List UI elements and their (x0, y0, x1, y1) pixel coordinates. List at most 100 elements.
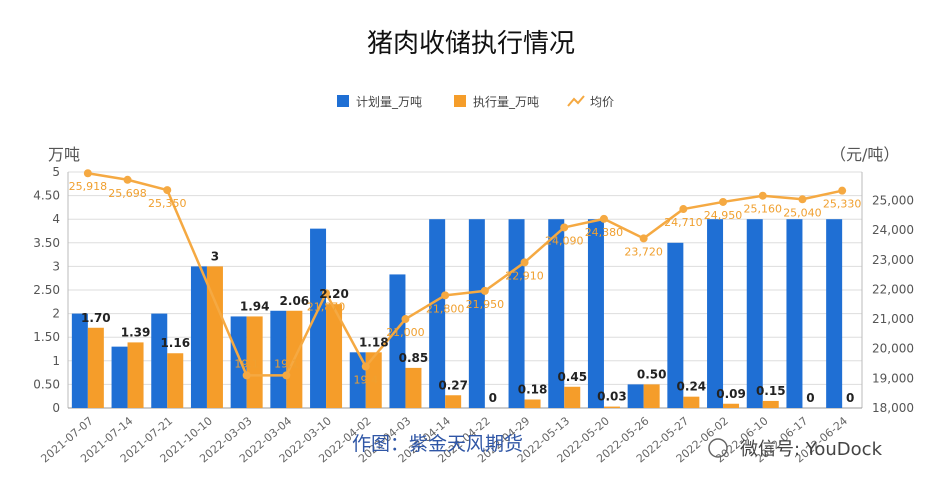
price-point (361, 362, 370, 371)
plan-bar (587, 219, 604, 408)
executed-value-label: 0 (806, 391, 814, 405)
plan-bar (548, 219, 565, 408)
price-line-segment (127, 178, 168, 192)
price-point (441, 291, 450, 300)
plan-bar (746, 219, 763, 408)
legend-label-price: 均价 (590, 95, 614, 109)
price-value-label: 25,330 (823, 198, 862, 211)
bar-labels: 1.70 1.39 1.16 3 1.94 2.06 2.20 1.18 0.85 0.27 0 0.… (81, 249, 854, 405)
plan-bar (349, 352, 366, 408)
watermark-wechat: 微信号: YouDock (708, 438, 883, 460)
price-point (798, 195, 807, 204)
plan-bar (190, 266, 207, 408)
executed-bar (326, 304, 343, 408)
price-line-segment (523, 226, 566, 264)
price-value-label: 21,950 (466, 298, 505, 311)
price-line-segment (642, 208, 685, 240)
price-line-segment (364, 318, 407, 368)
price-point (560, 223, 569, 232)
price-line-segment (87, 172, 128, 182)
plan-bar (270, 310, 287, 408)
left-tick-label: 2 (52, 307, 60, 321)
executed-bar (87, 327, 104, 408)
plan-bar (786, 219, 803, 408)
price-line-segment (683, 200, 724, 211)
left-tick-label: 1.50 (33, 330, 60, 344)
plan-bar (707, 219, 724, 408)
executed-bar (405, 367, 422, 408)
executed-value-label: 0.27 (438, 378, 468, 392)
price-value-label: 21,000 (386, 326, 425, 339)
executed-value-label: 3 (211, 249, 219, 263)
right-tick-label: 21,000 (872, 312, 914, 326)
right-tick-label: 20,000 (872, 342, 914, 356)
plan-bar (627, 384, 644, 408)
executed-value-label: 0.24 (677, 380, 707, 394)
watermark-wechat-text: 微信号: YouDock (740, 439, 883, 460)
executed-value-label: 2.20 (319, 287, 349, 301)
wechat-icon (708, 438, 728, 458)
price-value-label: 21,800 (426, 302, 465, 315)
price-point (163, 186, 172, 195)
right-tick-label: 19,000 (872, 371, 914, 385)
executed-value-label: 0 (846, 391, 854, 405)
price-line-segment (563, 217, 605, 229)
price-value-label: 24,950 (704, 209, 743, 222)
executed-bar (723, 403, 740, 408)
legend-label-plan: 计划量_万吨 (356, 95, 422, 109)
right-axis-ticks: 18,000 19,000 20,000 21,000 22,000 23,000 24,0… (872, 193, 914, 415)
legend-swatch-plan (337, 95, 349, 107)
legend: 计划量_万吨 执行量_万吨 均价 (337, 95, 614, 109)
plan-bar (826, 219, 843, 408)
plan-bar (508, 219, 525, 408)
price-value-label: 24,710 (664, 216, 703, 229)
executed-value-label: 1.94 (240, 299, 270, 313)
executed-bar (206, 266, 223, 408)
price-line-segment (404, 294, 446, 321)
right-tick-label: 22,000 (872, 282, 914, 296)
right-tick-label: 18,000 (872, 401, 914, 415)
price-line-segment (324, 292, 367, 368)
executed-value-label: 1.18 (359, 335, 389, 349)
executed-bar (643, 384, 660, 408)
plan-bar (429, 219, 446, 408)
price-point (401, 315, 410, 324)
watermark-author: 作图：紫金天风期货 (352, 433, 523, 455)
plan-bar (230, 316, 247, 408)
executed-value-label: 1.39 (121, 325, 151, 339)
left-tick-label: 4 (52, 212, 60, 226)
executed-value-label: 0.45 (557, 370, 587, 384)
chart-title: 猪肉收储执行情况 (367, 29, 575, 59)
price-value-label: 25,918 (69, 180, 108, 193)
executed-bar (762, 400, 779, 408)
price-line-segment (445, 289, 485, 297)
price-value-label: 25,698 (108, 187, 147, 200)
right-tick-label: 25,000 (872, 193, 914, 207)
right-tick-label: 24,000 (872, 223, 914, 237)
plan-bar (468, 219, 485, 408)
price-line-segment (285, 292, 328, 376)
executed-bar (167, 353, 184, 408)
price-point (599, 214, 608, 223)
executed-value-label: 0.03 (597, 390, 627, 404)
executed-bar (683, 396, 700, 408)
plan-bar (389, 274, 406, 408)
plan-bar (111, 346, 128, 408)
price-point (679, 205, 688, 214)
executed-value-label: 0.18 (518, 383, 548, 397)
executed-bar (246, 316, 263, 408)
plan-bar (667, 242, 684, 408)
executed-bar (603, 406, 620, 408)
legend-label-executed: 执行量_万吨 (473, 95, 539, 109)
left-tick-label: 0.50 (33, 377, 60, 391)
price-value-label: 19,1 (234, 357, 259, 370)
price-point (242, 371, 251, 380)
price-line-segment (603, 217, 645, 240)
right-tick-label: 23,000 (872, 253, 914, 267)
price-point (838, 186, 847, 195)
price-point (83, 169, 92, 178)
left-axis-ticks: 0 0.50 1 1.50 2 2.50 3 3.50 4 4.50 5 (33, 165, 60, 415)
price-point (282, 371, 291, 380)
price-line-segment (166, 189, 248, 376)
